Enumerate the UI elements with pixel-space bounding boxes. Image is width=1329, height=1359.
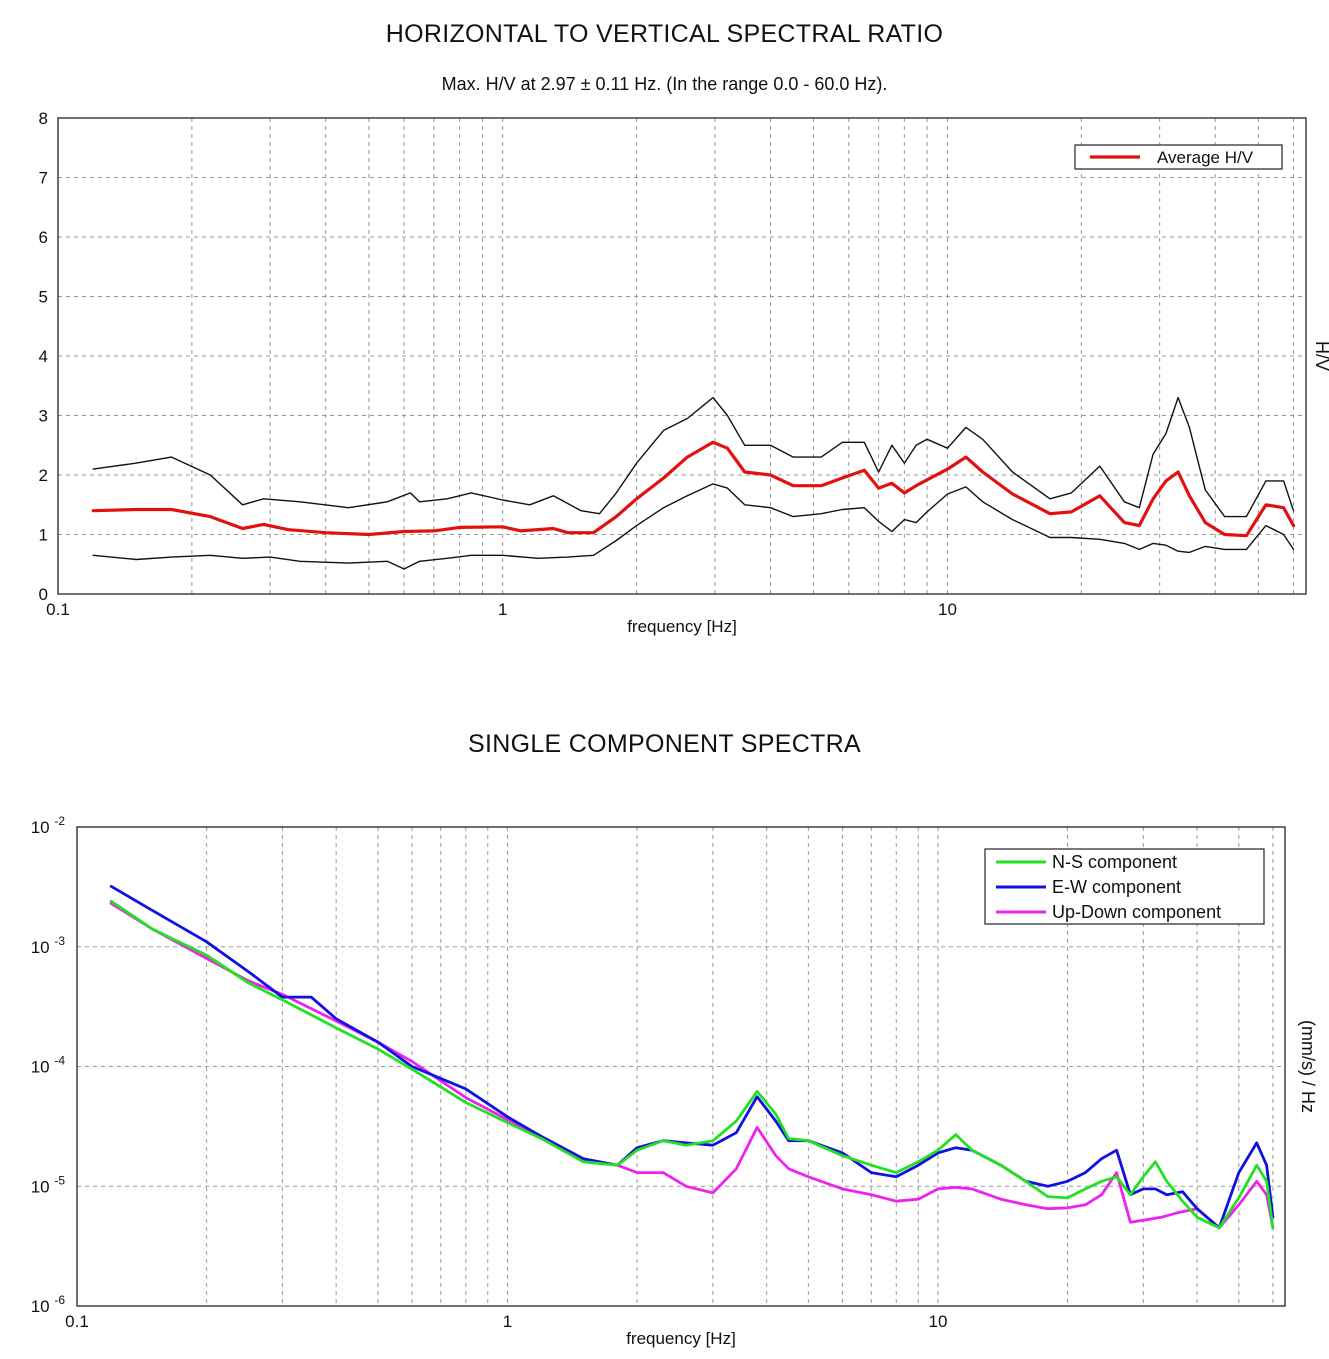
hv-chart-subtitle: Max. H/V at 2.97 ± 0.11 Hz. (In the rang…	[441, 74, 888, 94]
plot-frame	[76, 826, 1286, 1307]
y-tick-label: 7	[39, 169, 48, 188]
x-axis-label: frequency [Hz]	[626, 1329, 736, 1348]
grid	[58, 118, 1306, 594]
series-line-e-w-component	[109, 884, 1275, 1230]
spectra-chart-title: SINGLE COMPONENT SPECTRA	[468, 730, 861, 758]
chart-1: 0.1 1 10 0 1 2 3 4 5 6 7 8 frequency [Hz] H/V Average …	[39, 109, 1329, 636]
y-axis-label: (mm/s) / Hz	[1298, 1020, 1318, 1113]
legend-entry-label: E-W component	[1052, 877, 1181, 897]
legend-box	[1074, 144, 1283, 170]
hv-chart-title: HORIZONTAL TO VERTICAL SPECTRAL RATIO	[385, 20, 944, 48]
y-tick-label: 10 -2	[31, 814, 66, 837]
series-line-average-h-v	[91, 440, 1296, 538]
legend-entry-label: Average H/V	[1157, 148, 1254, 167]
legend: Average H/V	[1074, 144, 1283, 170]
x-tick-label: 10	[928, 1312, 947, 1331]
y-tick-label: 6	[39, 228, 48, 247]
series-line-up-down-component	[109, 902, 1275, 1230]
y-tick-label: 0	[39, 585, 48, 604]
y-tick-label: 4	[39, 347, 48, 366]
y-tick-label: 10 -4	[31, 1054, 66, 1077]
y-tick-label: 8	[39, 109, 48, 128]
legend: N-S component E-W component Up-Down compon…	[984, 848, 1265, 925]
chart-2: 0.1 1 10 10 -2 10 -3 10 -4 10 -5 10 -6 frequency…	[31, 814, 1318, 1348]
y-tick-label: 1	[39, 526, 48, 545]
series-line-band-2	[92, 483, 1295, 570]
legend-entry-label: Up-Down component	[1052, 902, 1221, 922]
series-line-band-1	[92, 396, 1295, 518]
y-tick-label: 5	[39, 288, 48, 307]
x-tick-label: 1	[498, 600, 507, 619]
grid	[77, 827, 1285, 1306]
x-tick-label: 0.1	[46, 600, 70, 619]
y-tick-label: 3	[39, 407, 48, 426]
x-axis-label: frequency [Hz]	[627, 617, 737, 636]
x-tick-label: 1	[503, 1312, 512, 1331]
y-tick-label: 2	[39, 466, 48, 485]
y-tick-label: 10 -5	[31, 1173, 66, 1196]
legend-entry-label: N-S component	[1052, 852, 1177, 872]
x-tick-label: 0.1	[65, 1312, 89, 1331]
y-tick-label: 10 -6	[31, 1293, 66, 1316]
y-axis-label: H/V	[1312, 341, 1329, 371]
plot-frame	[57, 117, 1307, 595]
y-tick-label: 10 -3	[31, 934, 66, 957]
x-tick-label: 10	[938, 600, 957, 619]
series-line-n-s-component	[109, 899, 1275, 1230]
